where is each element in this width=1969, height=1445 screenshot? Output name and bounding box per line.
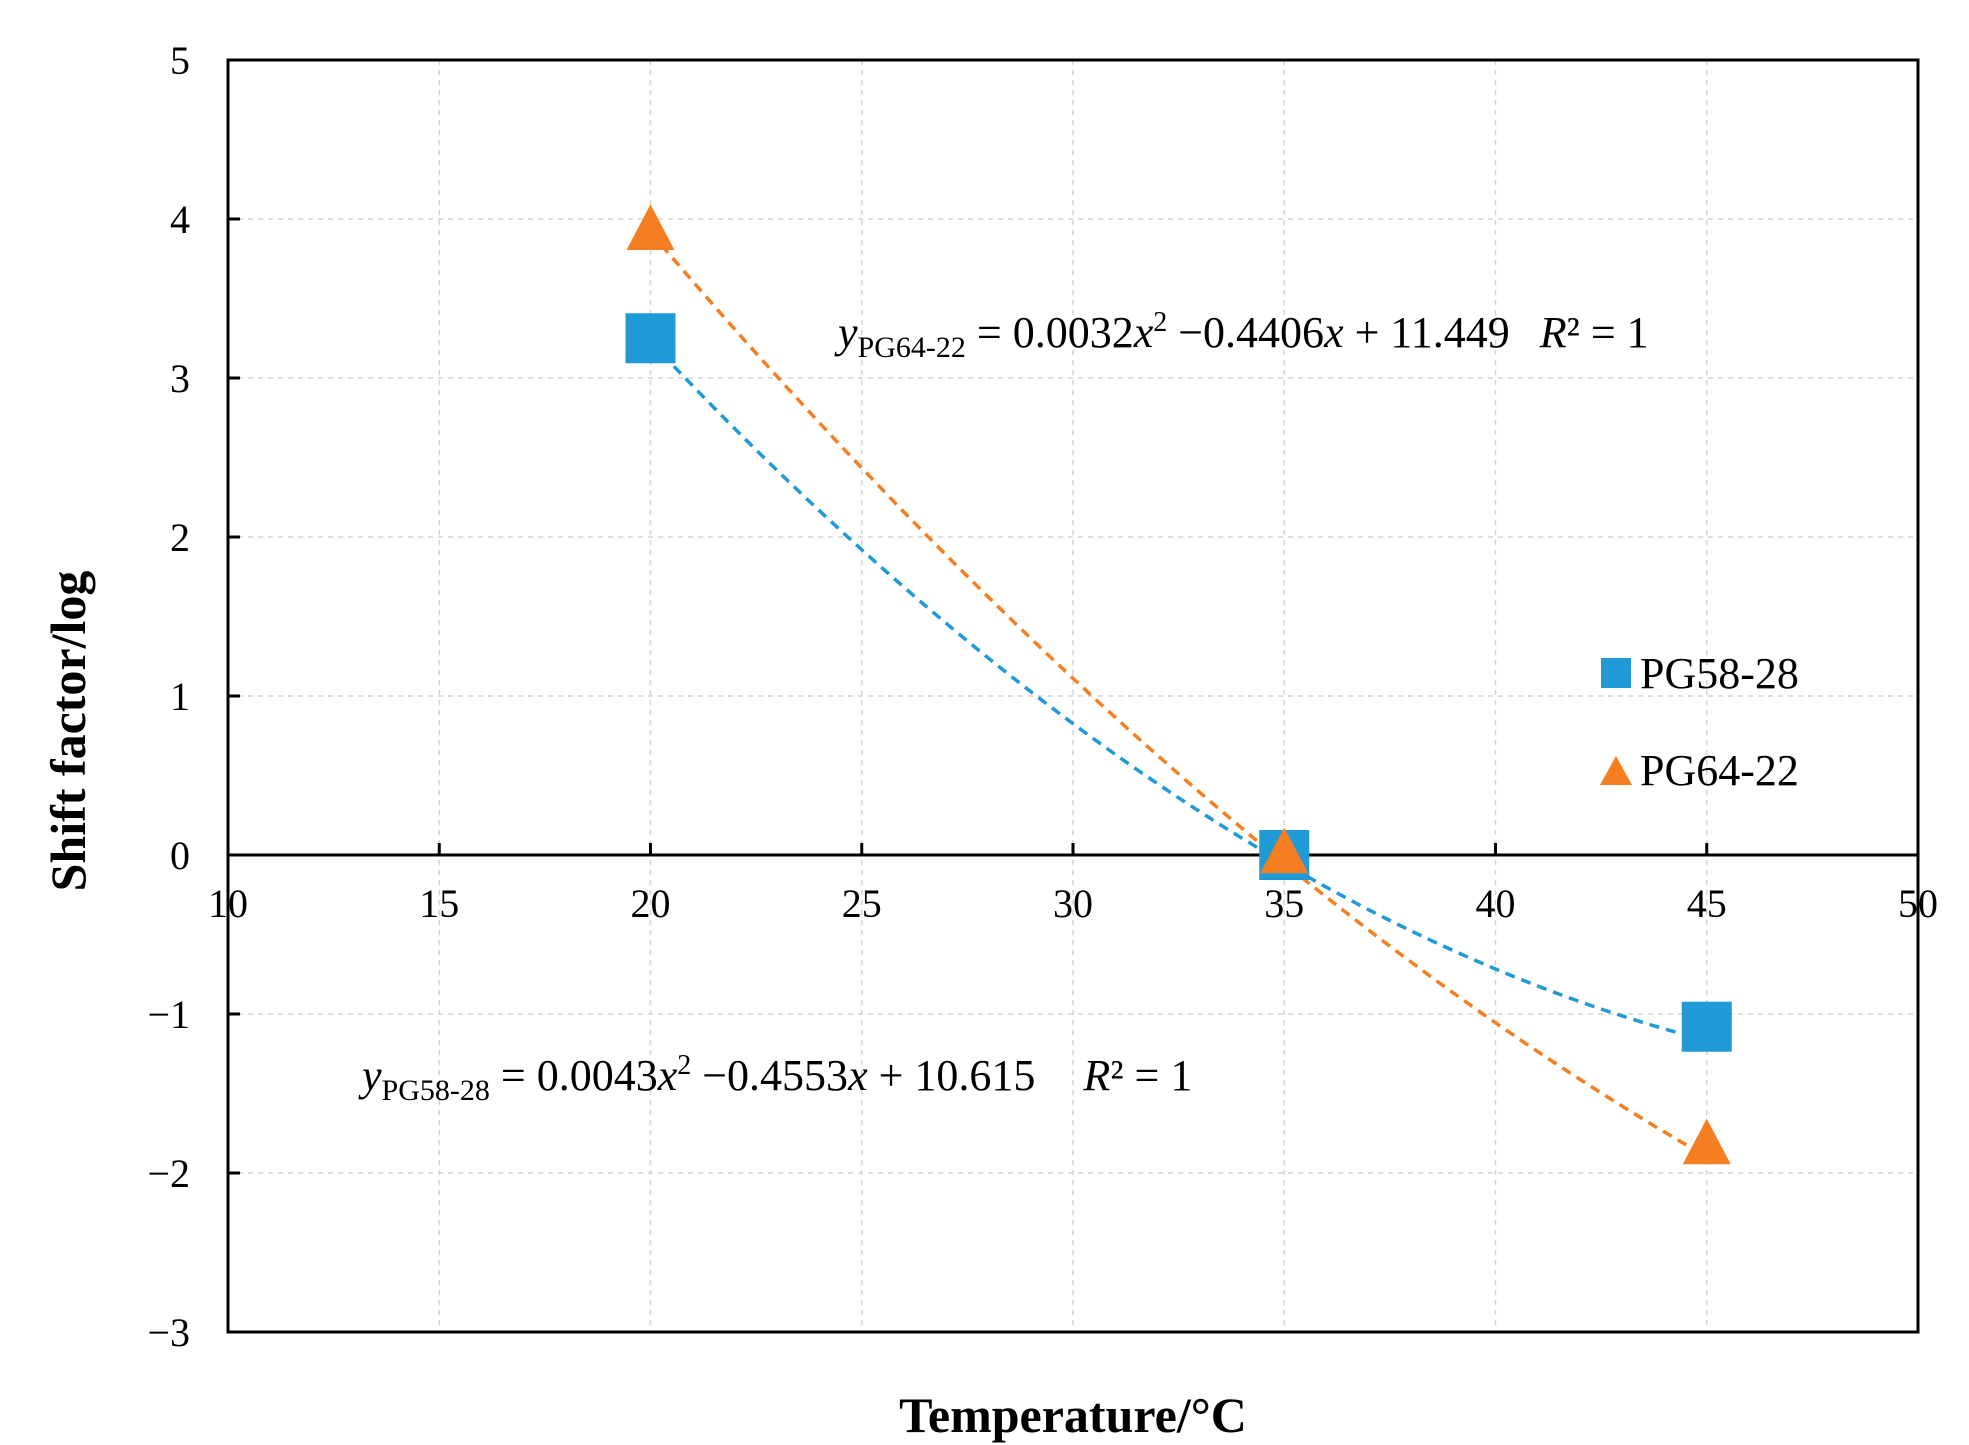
x-tick-label: 15 (419, 881, 459, 926)
trendline-pg58-28 (649, 340, 1708, 1043)
eq-sup: 2 (1153, 307, 1167, 338)
y-axis-title: Shift factor/log (40, 571, 96, 892)
legend-label-pg64-22: PG64-22 (1640, 746, 1799, 795)
x-tick-label: 10 (208, 881, 248, 926)
eq-part-a: = 0.0032 (966, 308, 1134, 357)
equation-pg64-22: yPG64-22 = 0.0032x2 −0.4406x + 11.449 R² … (834, 307, 1649, 364)
y-tick-label: 3 (170, 356, 190, 401)
y-tick-label: 2 (170, 515, 190, 560)
eq-y: y (358, 1051, 382, 1100)
eq-subscript: PG64-22 (858, 331, 966, 364)
y-tick-label: 4 (170, 197, 190, 242)
eq-part-a: = 0.0043 (490, 1051, 658, 1100)
eq-sup: 2 (677, 1050, 691, 1081)
legend-triangle-marker (1600, 756, 1632, 785)
y-tick-label: −1 (147, 992, 190, 1037)
x-tick-label: 25 (842, 881, 882, 926)
x-tick-label: 45 (1687, 881, 1727, 926)
x-axis-title: Temperature/°C (899, 1387, 1247, 1443)
y-tick-label: 5 (170, 38, 190, 83)
eq-part-c: + 11.449 (1344, 308, 1510, 357)
x-tick-label: 30 (1053, 881, 1093, 926)
x-tick-label: 50 (1898, 881, 1938, 926)
trendline-pg64-22 (649, 231, 1708, 1159)
y-tick-label: 0 (170, 833, 190, 878)
eq-x2: x (1323, 308, 1344, 357)
marker-pg64-22 (1682, 1118, 1731, 1165)
marker-pg64-22 (626, 204, 675, 250)
x-tick-label: 40 (1476, 881, 1516, 926)
eq-y: y (834, 308, 858, 357)
eq-part-b: −0.4406 (1167, 308, 1324, 357)
marker-pg58-28 (1681, 1001, 1732, 1052)
legend: PG58-28 PG64-22 (1600, 649, 1799, 795)
legend-square-marker (1601, 658, 1631, 688)
x-tick-label: 20 (631, 881, 671, 926)
eq-r-rest: ² = 1 (1110, 1051, 1192, 1100)
x-tick-label: 35 (1264, 881, 1304, 926)
legend-label-pg58-28: PG58-28 (1640, 649, 1799, 698)
eq-x1: x (657, 1051, 678, 1100)
y-tick-label: −3 (147, 1310, 190, 1355)
eq-part-b: −0.4553 (691, 1051, 848, 1100)
eq-part-c: + 10.615 (868, 1051, 1036, 1100)
y-tick-label: 1 (170, 674, 190, 719)
eq-x2: x (847, 1051, 868, 1100)
data-markers (625, 204, 1732, 1165)
marker-pg64-22 (1260, 827, 1309, 874)
eq-r-rest: ² = 1 (1567, 308, 1649, 357)
eq-r: R (1539, 308, 1567, 357)
y-tick-label: −2 (147, 1151, 190, 1196)
x-axis-ticks: 10 15 20 25 30 35 40 45 50 (208, 843, 1938, 926)
y-axis-ticks: −3 −2 −1 0 1 2 3 4 5 (147, 38, 240, 1355)
eq-subscript: PG58-28 (382, 1074, 490, 1107)
eq-r: R (1082, 1051, 1110, 1100)
trendlines (649, 231, 1708, 1159)
marker-pg58-28 (625, 313, 676, 364)
equation-pg58-28: yPG58-28 = 0.0043x2 −0.4553x + 10.615 R² … (358, 1050, 1192, 1107)
eq-x1: x (1133, 308, 1154, 357)
